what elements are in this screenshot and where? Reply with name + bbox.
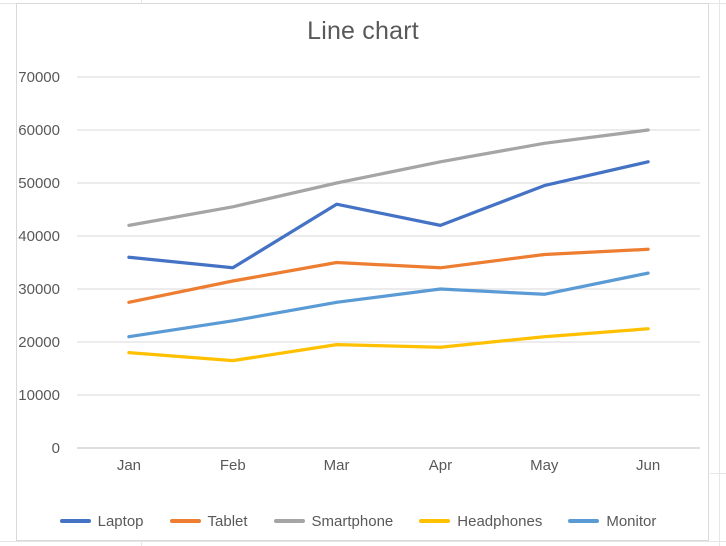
x-tick-label: Mar bbox=[324, 457, 350, 474]
y-tick-label: 0 bbox=[52, 440, 60, 457]
legend-label: Laptop bbox=[97, 512, 144, 530]
legend-item-tablet[interactable]: Tablet bbox=[169, 512, 248, 530]
x-tick-label: May bbox=[530, 457, 559, 474]
x-tick-label: Feb bbox=[220, 457, 246, 474]
y-tick-label: 60000 bbox=[18, 122, 60, 139]
legend-item-smartphone[interactable]: Smartphone bbox=[273, 512, 394, 530]
series-line-headphones[interactable] bbox=[127, 327, 650, 363]
legend: Laptop Tablet Smartphone Headphones Monitor bbox=[20, 509, 696, 533]
legend-label: Smartphone bbox=[311, 512, 394, 530]
legend-swatch-smartphone bbox=[273, 518, 305, 524]
chart-title[interactable]: Line chart bbox=[307, 17, 419, 45]
legend-label: Headphones bbox=[457, 512, 543, 530]
legend-item-monitor[interactable]: Monitor bbox=[568, 513, 656, 530]
x-tick-label: Apr bbox=[429, 457, 452, 474]
x-axis[interactable]: Jan Feb Mar Apr May Jun bbox=[117, 457, 660, 474]
series-line-smartphone[interactable] bbox=[127, 128, 650, 228]
y-tick-label: 70000 bbox=[18, 69, 60, 86]
x-tick-label: Jun bbox=[636, 457, 660, 474]
y-tick-label: 30000 bbox=[18, 281, 60, 298]
sheet-column-border bbox=[141, 0, 142, 4]
sheet-row-border bbox=[0, 541, 726, 542]
legend-label: Monitor bbox=[606, 512, 657, 530]
sheet-column-border bbox=[141, 541, 142, 546]
chart-container[interactable] bbox=[16, 3, 709, 541]
legend-swatch-laptop bbox=[59, 518, 91, 524]
sheet-column-border bbox=[719, 0, 720, 546]
legend-item-laptop[interactable]: Laptop bbox=[59, 512, 144, 530]
legend-item-headphones[interactable]: Headphones bbox=[419, 513, 542, 530]
legend-swatch-headphones bbox=[419, 518, 451, 524]
sheet-row-border bbox=[710, 473, 726, 474]
y-tick-label: 40000 bbox=[18, 228, 60, 245]
y-tick-label: 10000 bbox=[18, 387, 60, 404]
legend-label: Tablet bbox=[207, 512, 248, 530]
legend-swatch-tablet bbox=[169, 518, 201, 524]
series-line-laptop[interactable] bbox=[127, 160, 650, 270]
y-tick-label: 50000 bbox=[18, 175, 60, 192]
legend-swatch-monitor bbox=[568, 518, 600, 524]
y-tick-label: 20000 bbox=[18, 334, 60, 351]
y-axis[interactable]: 0 10000 20000 30000 40000 50000 60000 70000 bbox=[18, 69, 700, 457]
series-line-monitor[interactable] bbox=[127, 271, 650, 339]
x-tick-label: Jan bbox=[117, 457, 141, 474]
series-line-tablet[interactable] bbox=[127, 247, 650, 304]
